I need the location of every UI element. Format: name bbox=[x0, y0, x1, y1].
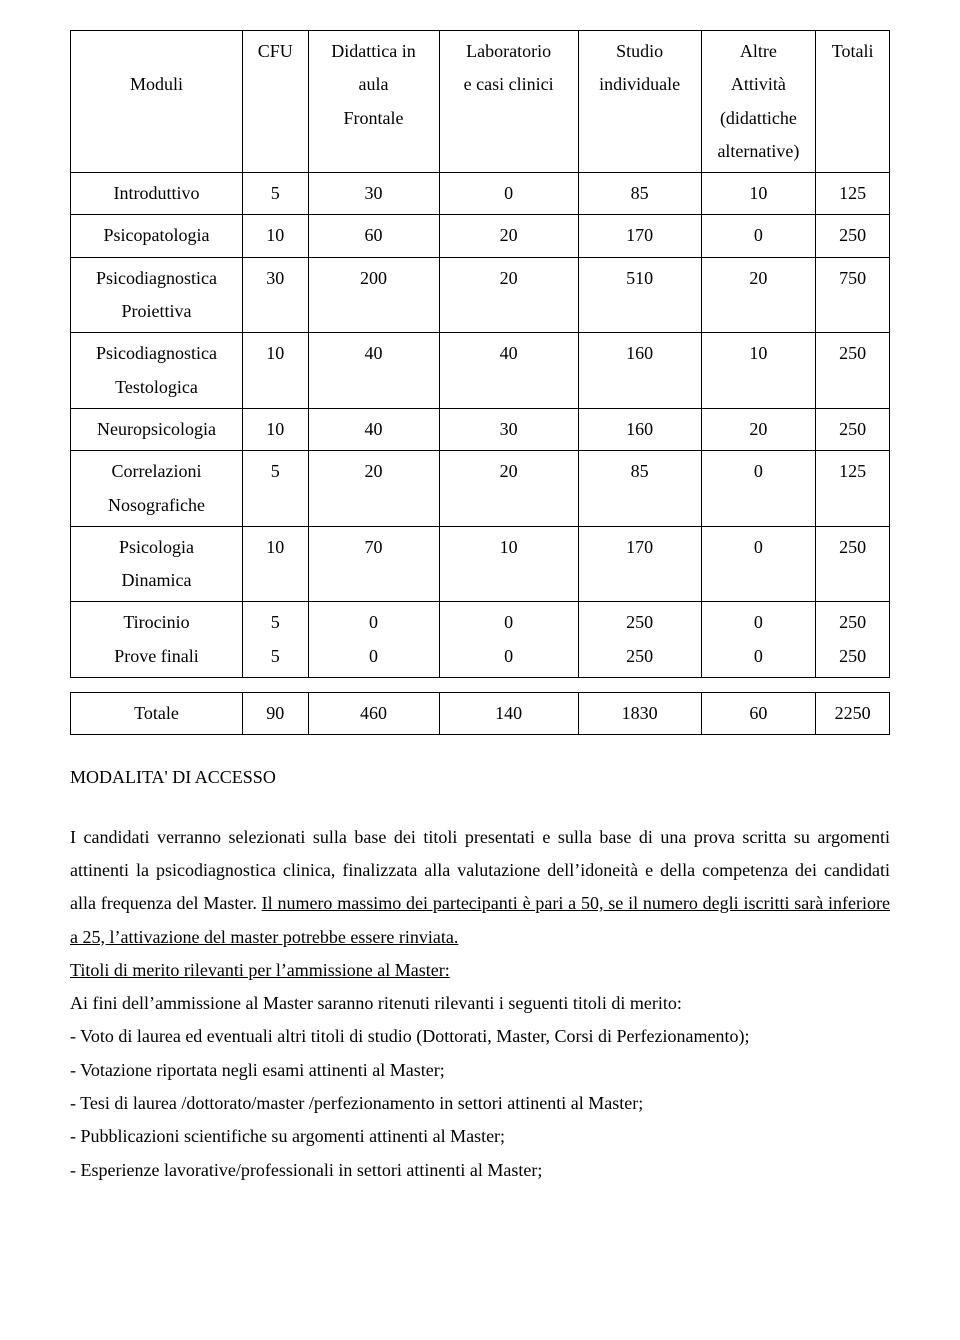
cell-alt: 20 bbox=[701, 408, 816, 450]
cell-stud: 85 bbox=[578, 451, 701, 527]
header-cfu: CFU bbox=[242, 31, 308, 173]
cell-stud: 250 250 bbox=[578, 602, 701, 678]
cell-label: Neuropsicologia bbox=[71, 408, 243, 450]
cell-stud: 85 bbox=[578, 173, 701, 215]
cell-cfu: 30 bbox=[242, 257, 308, 333]
cell-alt: 10 bbox=[701, 173, 816, 215]
cell-lab: 40 bbox=[439, 333, 578, 409]
cell-label: Introduttivo bbox=[71, 173, 243, 215]
cell-label: Psicopatologia bbox=[71, 215, 243, 257]
merit-list: - Voto di laurea ed eventuali altri tito… bbox=[70, 1020, 890, 1186]
cell-lab: 0 0 bbox=[439, 602, 578, 678]
cell-tot: 250 bbox=[816, 215, 890, 257]
cell-stud: 170 bbox=[578, 215, 701, 257]
cell-cfu: 10 bbox=[242, 408, 308, 450]
total-cfu: 90 bbox=[242, 693, 308, 735]
cell-alt: 10 bbox=[701, 333, 816, 409]
cell-lab: 20 bbox=[439, 451, 578, 527]
table-row: Psicodiagnostica Proiettiva 30 200 20 51… bbox=[71, 257, 890, 333]
totals-table: Totale 90 460 140 1830 60 2250 bbox=[70, 692, 890, 735]
cell-did: 60 bbox=[308, 215, 439, 257]
cell-cfu: 5 5 bbox=[242, 602, 308, 678]
header-didattica: Didattica in aula Frontale bbox=[308, 31, 439, 173]
list-item: - Votazione riportata negli esami attine… bbox=[70, 1054, 890, 1087]
cell-lab: 10 bbox=[439, 526, 578, 602]
cell-cfu: 10 bbox=[242, 215, 308, 257]
table-row: Psicopatologia 10 60 20 170 0 250 bbox=[71, 215, 890, 257]
section-heading: MODALITA' DI ACCESSO bbox=[70, 761, 890, 794]
table-row: Correlazioni Nosografiche 5 20 20 85 0 1… bbox=[71, 451, 890, 527]
table-row: Tirocinio Prove finali 5 5 0 0 0 0 250 2… bbox=[71, 602, 890, 678]
cell-label: Psicologia Dinamica bbox=[71, 526, 243, 602]
titles-merit-heading: Titoli di merito rilevanti per l’ammissi… bbox=[70, 954, 890, 987]
cell-did: 200 bbox=[308, 257, 439, 333]
cell-tot: 750 bbox=[816, 257, 890, 333]
cell-did: 20 bbox=[308, 451, 439, 527]
total-label: Totale bbox=[71, 693, 243, 735]
cell-tot: 250 bbox=[816, 333, 890, 409]
list-item: - Pubblicazioni scientifiche su argoment… bbox=[70, 1120, 890, 1153]
cell-alt: 0 0 bbox=[701, 602, 816, 678]
aifini-line: Ai fini dell’ammissione al Master sarann… bbox=[70, 987, 890, 1020]
cell-did: 30 bbox=[308, 173, 439, 215]
cell-label: Psicodiagnostica Proiettiva bbox=[71, 257, 243, 333]
intro-paragraph: I candidati verranno selezionati sulla b… bbox=[70, 821, 890, 954]
cell-lab: 30 bbox=[439, 408, 578, 450]
cell-did: 40 bbox=[308, 408, 439, 450]
total-did: 460 bbox=[308, 693, 439, 735]
total-stud: 1830 bbox=[578, 693, 701, 735]
total-alt: 60 bbox=[701, 693, 816, 735]
underlined-titles: Titoli di merito rilevanti per l’ammissi… bbox=[70, 960, 450, 980]
cell-stud: 170 bbox=[578, 526, 701, 602]
cell-tot: 250 250 bbox=[816, 602, 890, 678]
table-row: Totale 90 460 140 1830 60 2250 bbox=[71, 693, 890, 735]
cell-cfu: 5 bbox=[242, 173, 308, 215]
cell-alt: 0 bbox=[701, 451, 816, 527]
cell-lab: 20 bbox=[439, 257, 578, 333]
cell-stud: 160 bbox=[578, 408, 701, 450]
total-tot: 2250 bbox=[816, 693, 890, 735]
total-lab: 140 bbox=[439, 693, 578, 735]
table-row: Psicodiagnostica Testologica 10 40 40 16… bbox=[71, 333, 890, 409]
cell-label: Correlazioni Nosografiche bbox=[71, 451, 243, 527]
cell-did: 40 bbox=[308, 333, 439, 409]
table-header-row: Moduli CFU Didattica in aula Frontale La… bbox=[71, 31, 890, 173]
header-moduli: Moduli bbox=[71, 31, 243, 173]
header-laboratorio: Laboratorio e casi clinici bbox=[439, 31, 578, 173]
cell-cfu: 5 bbox=[242, 451, 308, 527]
table-row: Psicologia Dinamica 10 70 10 170 0 250 bbox=[71, 526, 890, 602]
header-altre: Altre Attività (didattiche alternative) bbox=[701, 31, 816, 173]
modules-table: Moduli CFU Didattica in aula Frontale La… bbox=[70, 30, 890, 678]
cell-alt: 0 bbox=[701, 526, 816, 602]
cell-label: Tirocinio Prove finali bbox=[71, 602, 243, 678]
list-item: - Tesi di laurea /dottorato/master /perf… bbox=[70, 1087, 890, 1120]
table-row: Introduttivo 5 30 0 85 10 125 bbox=[71, 173, 890, 215]
cell-did: 70 bbox=[308, 526, 439, 602]
cell-label: Psicodiagnostica Testologica bbox=[71, 333, 243, 409]
cell-stud: 510 bbox=[578, 257, 701, 333]
cell-stud: 160 bbox=[578, 333, 701, 409]
cell-tot: 250 bbox=[816, 408, 890, 450]
header-totali: Totali bbox=[816, 31, 890, 173]
cell-lab: 0 bbox=[439, 173, 578, 215]
cell-did: 0 0 bbox=[308, 602, 439, 678]
header-studio: Studio individuale bbox=[578, 31, 701, 173]
cell-tot: 125 bbox=[816, 173, 890, 215]
cell-alt: 20 bbox=[701, 257, 816, 333]
cell-cfu: 10 bbox=[242, 526, 308, 602]
cell-tot: 250 bbox=[816, 526, 890, 602]
list-item: - Esperienze lavorative/professionali in… bbox=[70, 1154, 890, 1187]
cell-tot: 125 bbox=[816, 451, 890, 527]
cell-cfu: 10 bbox=[242, 333, 308, 409]
list-item: - Voto di laurea ed eventuali altri tito… bbox=[70, 1020, 890, 1053]
cell-alt: 0 bbox=[701, 215, 816, 257]
table-row: Neuropsicologia 10 40 30 160 20 250 bbox=[71, 408, 890, 450]
cell-lab: 20 bbox=[439, 215, 578, 257]
